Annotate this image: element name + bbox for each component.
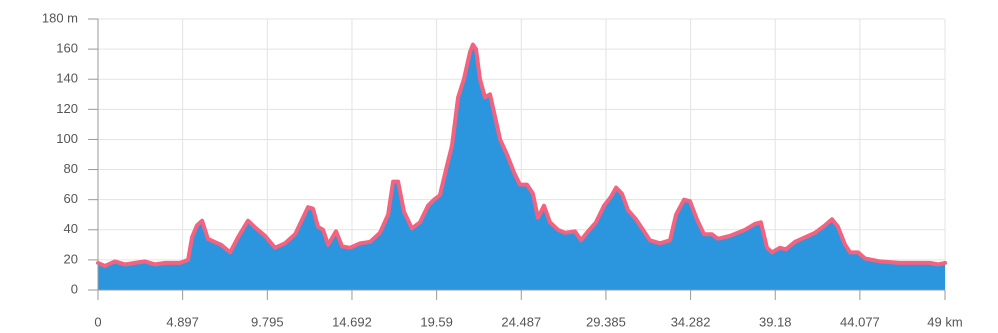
x-tick-label: 14.692 (332, 314, 372, 329)
x-tick-label: 19.59 (420, 314, 453, 329)
x-tick-label: 49 km (927, 314, 962, 329)
elevation-line (96, 42, 947, 268)
area-fill (98, 44, 945, 290)
x-tick-label: 24.487 (501, 314, 541, 329)
x-tick-label: 4.897 (166, 314, 199, 329)
y-tick-label: 80 (64, 161, 78, 176)
x-tick-label: 39.18 (759, 314, 792, 329)
y-tick-label: 20 (64, 251, 78, 266)
x-tick-label: 44.077 (840, 314, 880, 329)
y-tick-label: 40 (64, 221, 78, 236)
x-tick-label: 34.282 (671, 314, 711, 329)
y-tick-label: 100 (56, 131, 78, 146)
y-tick-label: 120 (56, 101, 78, 116)
x-tick-label: 9.795 (251, 314, 284, 329)
x-tick-label: 29.385 (586, 314, 626, 329)
y-tick-label: 140 (56, 71, 78, 86)
y-tick-label: 0 (71, 281, 78, 296)
y-tick-label: 160 (56, 41, 78, 56)
y-tick-label: 180 m (42, 10, 78, 25)
y-tick-label: 60 (64, 191, 78, 206)
x-tick-label: 0 (94, 314, 101, 329)
